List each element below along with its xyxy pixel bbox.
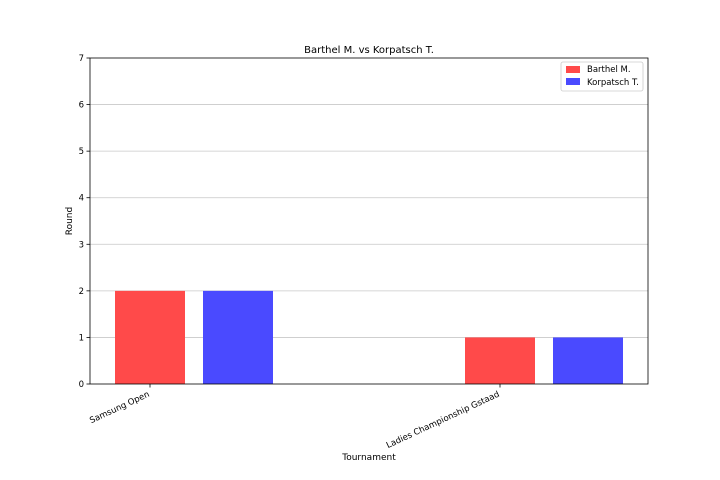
legend-swatch-barthel xyxy=(566,66,580,73)
y-axis-label: Round xyxy=(65,207,75,235)
bars xyxy=(115,290,623,384)
legend: Barthel M. Korpatsch T. xyxy=(560,61,644,92)
y-tick-label: 5 xyxy=(79,147,84,157)
bar-korpatsch-1 xyxy=(553,337,623,384)
y-tick-label: 4 xyxy=(79,194,84,204)
y-tick-label: 3 xyxy=(79,240,84,250)
legend-swatch-korpatsch xyxy=(566,78,580,85)
y-tick-label: 1 xyxy=(79,333,84,343)
legend-label-barthel: Barthel M. xyxy=(587,65,631,75)
chart-title: Barthel M. vs Korpatsch T. xyxy=(304,45,434,56)
y-tick-label: 7 xyxy=(79,54,84,64)
plot-frame xyxy=(89,57,649,385)
bar-barthel-0 xyxy=(115,290,185,384)
bar-barthel-1 xyxy=(465,337,535,384)
legend-label-korpatsch: Korpatsch T. xyxy=(587,78,639,88)
legend-box xyxy=(560,61,644,92)
y-axis-ticks: 0 1 2 3 4 5 6 7 xyxy=(79,54,90,390)
y-tick-label: 6 xyxy=(79,101,84,111)
y-tick-label: 0 xyxy=(79,380,84,390)
bar-korpatsch-0 xyxy=(203,290,273,384)
y-tick-label: 2 xyxy=(79,287,84,297)
x-axis-label: Tournament xyxy=(341,453,396,463)
